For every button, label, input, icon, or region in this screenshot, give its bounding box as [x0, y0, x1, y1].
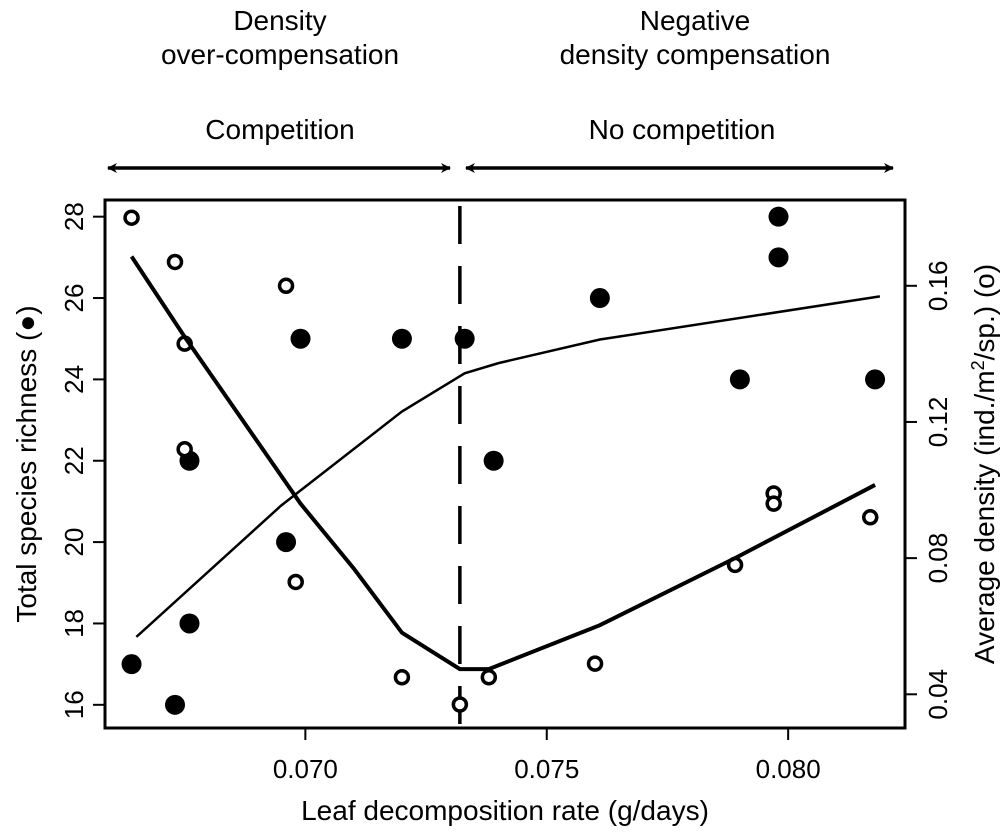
y-left-tick-label: 28 — [59, 202, 89, 231]
richness-point — [391, 328, 412, 349]
y-right-tick-label: 0.08 — [923, 533, 953, 584]
annotation-left-line2: over-compensation — [161, 39, 399, 70]
y-left-tick-label: 22 — [59, 446, 89, 475]
richness-point — [454, 328, 475, 349]
y-right-title-post: /sp.) (o) — [969, 264, 1000, 360]
y-axis-right-title: Average density (ind./m2/sp.) (o) — [968, 264, 1000, 664]
density-point — [393, 669, 411, 686]
x-tick-label: 0.080 — [756, 754, 821, 784]
density-point — [480, 669, 498, 686]
richness-point — [483, 450, 504, 471]
density-point — [277, 277, 295, 295]
richness-point — [589, 288, 610, 309]
annotation-right-line2: density compensation — [560, 39, 831, 70]
no-competition-label: No competition — [589, 114, 776, 145]
richness-point — [768, 206, 789, 227]
richness-point — [768, 247, 789, 268]
y-right-tick-label: 0.12 — [923, 397, 953, 448]
richness-point — [121, 654, 142, 675]
richness-point — [276, 532, 297, 553]
density-point — [861, 509, 879, 526]
x-tick-label: 0.070 — [273, 754, 338, 784]
annotation-right-line1: Negative — [640, 5, 751, 36]
richness-point — [729, 369, 750, 390]
richness-point — [165, 694, 186, 715]
y-axis-left-title: Total species richness (●) — [11, 305, 42, 622]
density-fit-line — [129, 255, 876, 672]
y-left-tick-label: 26 — [59, 284, 89, 313]
richness-fit-line — [135, 295, 881, 638]
y-left-tick-label: 18 — [59, 609, 89, 638]
density-point — [176, 440, 193, 458]
x-axis-title: Leaf decomposition rate (g/days) — [301, 795, 709, 826]
y-left-tick-label: 16 — [59, 690, 89, 719]
density-point — [586, 655, 604, 672]
density-point — [166, 253, 184, 271]
richness-point — [179, 613, 200, 634]
y-right-title-sup: 2 — [968, 360, 988, 370]
density-point — [123, 209, 140, 226]
y-right-tick-label: 0.16 — [923, 260, 953, 311]
richness-point — [865, 369, 886, 390]
richness-point — [290, 328, 311, 349]
x-tick-label: 0.075 — [514, 754, 579, 784]
density-point — [451, 696, 469, 713]
density-point — [765, 495, 782, 512]
y-left-tick-label: 20 — [59, 528, 89, 557]
competition-label: Competition — [205, 114, 354, 145]
plot-frame — [103, 198, 907, 730]
density-point — [287, 573, 304, 591]
annotation-left-line1: Density — [233, 5, 326, 36]
y-right-title-pre: Average density (ind./m — [969, 370, 1000, 664]
y-left-tick-label: 24 — [59, 365, 89, 394]
y-right-tick-label: 0.04 — [923, 669, 953, 720]
